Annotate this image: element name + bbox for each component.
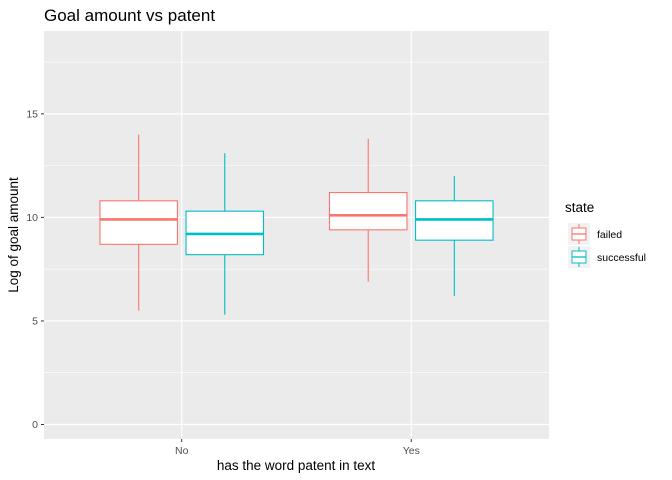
iqr-box [328, 191, 408, 231]
x-tick-label: Yes [403, 445, 420, 457]
legend-key-failed [568, 223, 590, 245]
box-successful-Yes [415, 175, 494, 297]
x-tick-label: No [175, 445, 189, 457]
y-tick-label: 5 [32, 315, 38, 327]
legend: state failed successful [565, 200, 646, 268]
y-axis-title: Log of goal amount [6, 177, 21, 293]
y-tick-label: 10 [26, 212, 38, 224]
box-failed-No [99, 134, 178, 311]
x-axis-title: has the word patent in text [217, 458, 376, 473]
legend-label-successful: successful [597, 252, 646, 264]
legend-title: state [565, 200, 594, 215]
boxes-layer [99, 134, 494, 315]
y-tick-label: 0 [32, 419, 38, 431]
box-failed-Yes [328, 138, 408, 282]
y-tick-label: 15 [26, 108, 38, 120]
iqr-box [99, 200, 178, 245]
legend-label-failed: failed [597, 229, 622, 241]
minor-gridlines [44, 61, 549, 374]
chart-title: Goal amount vs patent [44, 6, 215, 25]
legend-key-successful [568, 246, 590, 268]
box-successful-No [185, 153, 265, 315]
x-axis-ticks: No Yes [175, 439, 420, 457]
y-axis-ticks: 0 5 10 15 [26, 108, 44, 431]
